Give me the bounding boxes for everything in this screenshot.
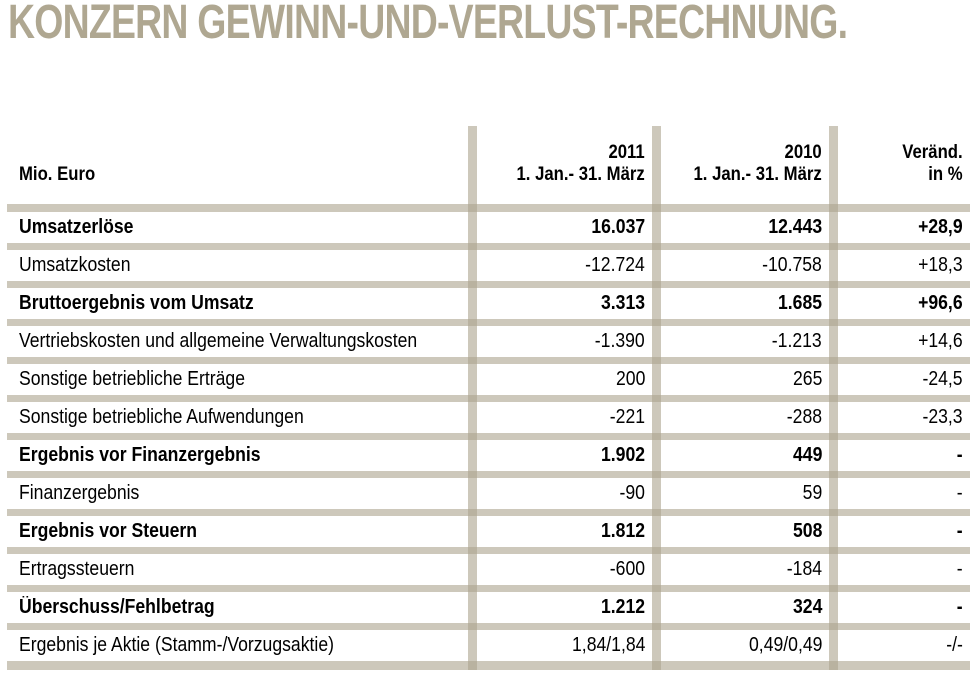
row-label: Umsatzerlöse [19, 216, 134, 238]
row-label: Sonstige betriebliche Aufwendungen [19, 406, 304, 428]
value-2011: 200 [615, 368, 645, 390]
row-separator [7, 319, 970, 326]
table-row: Ergebnis vor Steuern 1.812 508 - [7, 516, 970, 547]
value-change: - [957, 558, 963, 580]
row-separator [7, 243, 970, 250]
table-bottom-bar [7, 661, 970, 670]
value-2011: -221 [609, 406, 645, 428]
column-header-change: Veränd. in % [829, 142, 970, 204]
value-2011: -600 [609, 558, 645, 580]
column-header-2010-period: 1. Jan.- 31. März [693, 164, 822, 185]
value-2011: -90 [619, 482, 645, 504]
value-2011: -12.724 [585, 254, 645, 276]
value-2011: 3.313 [600, 292, 645, 314]
column-header-change-label: Veränd. [902, 142, 963, 163]
column-header-change-unit: in % [928, 164, 963, 185]
table-row: Ertragssteuern -600 -184 - [7, 554, 970, 585]
table-row: Vertriebskosten und allgemeine Verwaltun… [7, 326, 970, 357]
value-2010: 508 [792, 520, 822, 542]
table-body: Umsatzerlöse 16.037 12.443 +28,9 Umsatzkoste… [7, 212, 970, 670]
row-separator [7, 357, 970, 364]
row-separator [7, 433, 970, 440]
page-title-text: KONZERN GEWINN-UND-VERLUST-RECHNUNG. [8, 0, 848, 49]
value-2010: -1.213 [772, 330, 822, 352]
row-label: Bruttoergebnis vom Umsatz [19, 292, 254, 314]
value-change: +14,6 [918, 330, 963, 352]
value-change: - [957, 596, 963, 618]
value-2011: 1.812 [600, 520, 645, 542]
row-separator [7, 509, 970, 516]
value-2010: 59 [802, 482, 822, 504]
row-separator [7, 281, 970, 288]
table-row: Umsatzkosten -12.724 -10.758 +18,3 [7, 250, 970, 281]
value-change: -24,5 [922, 368, 963, 390]
value-2010: -10.758 [762, 254, 822, 276]
row-label: Vertriebskosten und allgemeine Verwaltun… [19, 330, 418, 352]
value-2011: 1.902 [600, 444, 645, 466]
row-label: Finanzergebnis [19, 482, 140, 504]
row-label: Ergebnis vor Finanzergebnis [19, 444, 261, 466]
column-header-unit: Mio. Euro [7, 164, 468, 204]
table-header-row: Mio. Euro 2011 1. Jan.- 31. März 2010 1.… [7, 126, 970, 204]
value-change: - [957, 520, 963, 542]
column-header-2011-year: 2011 [608, 142, 645, 163]
value-change: +96,6 [918, 292, 963, 314]
row-label: Sonstige betriebliche Erträge [19, 368, 246, 390]
row-separator [7, 585, 970, 592]
value-change: -/- [946, 634, 963, 656]
column-header-2010: 2010 1. Jan.- 31. März [652, 142, 829, 204]
value-change: - [957, 482, 963, 504]
value-change: -23,3 [922, 406, 963, 428]
table-row: Finanzergebnis -90 59 - [7, 478, 970, 509]
row-separator [7, 471, 970, 478]
value-change: +18,3 [918, 254, 963, 276]
header-divider-bar [7, 204, 970, 212]
table-row: Ergebnis je Aktie (Stamm-/Vorzugsaktie) 1… [7, 630, 970, 661]
value-2010: 0,49/0,49 [748, 634, 822, 656]
row-label: Ertragssteuern [19, 558, 135, 580]
table-row: Sonstige betriebliche Aufwendungen -221 -2… [7, 402, 970, 433]
value-change: - [957, 444, 963, 466]
row-separator [7, 623, 970, 630]
value-2010: -184 [786, 558, 822, 580]
row-label: Überschuss/Fehlbetrag [19, 596, 215, 618]
value-2010: 1.685 [777, 292, 822, 314]
column-header-2011: 2011 1. Jan.- 31. März [468, 142, 652, 204]
row-label: Ergebnis vor Steuern [19, 520, 198, 542]
value-2010: 449 [792, 444, 822, 466]
column-header-2010-year: 2010 [784, 142, 822, 163]
value-2011: 1.212 [600, 596, 645, 618]
page-title: KONZERN GEWINN-UND-VERLUST-RECHNUNG. [8, 0, 977, 49]
row-separator [7, 395, 970, 402]
value-2010: 324 [792, 596, 822, 618]
value-2011: 16.037 [591, 216, 645, 238]
column-header-2011-period: 1. Jan.- 31. März [516, 164, 645, 185]
unit-label: Mio. Euro [19, 164, 96, 185]
value-2010: 265 [792, 368, 822, 390]
value-2011: 1,84/1,84 [571, 634, 645, 656]
table-row: Sonstige betriebliche Erträge 200 265 -24,5 [7, 364, 970, 395]
table-row: Bruttoergebnis vom Umsatz 3.313 1.685 +96,6 [7, 288, 970, 319]
profit-loss-table: Mio. Euro 2011 1. Jan.- 31. März 2010 1.… [7, 126, 970, 670]
value-2011: -1.390 [595, 330, 645, 352]
value-2010: 12.443 [768, 216, 822, 238]
row-label: Umsatzkosten [19, 254, 131, 276]
value-change: +28,9 [918, 216, 963, 238]
value-2010: -288 [786, 406, 822, 428]
row-separator [7, 547, 970, 554]
table-row: Überschuss/Fehlbetrag 1.212 324 - [7, 592, 970, 623]
table-row: Umsatzerlöse 16.037 12.443 +28,9 [7, 212, 970, 243]
row-label: Ergebnis je Aktie (Stamm-/Vorzugsaktie) [19, 634, 334, 656]
table-row: Ergebnis vor Finanzergebnis 1.902 449 - [7, 440, 970, 471]
